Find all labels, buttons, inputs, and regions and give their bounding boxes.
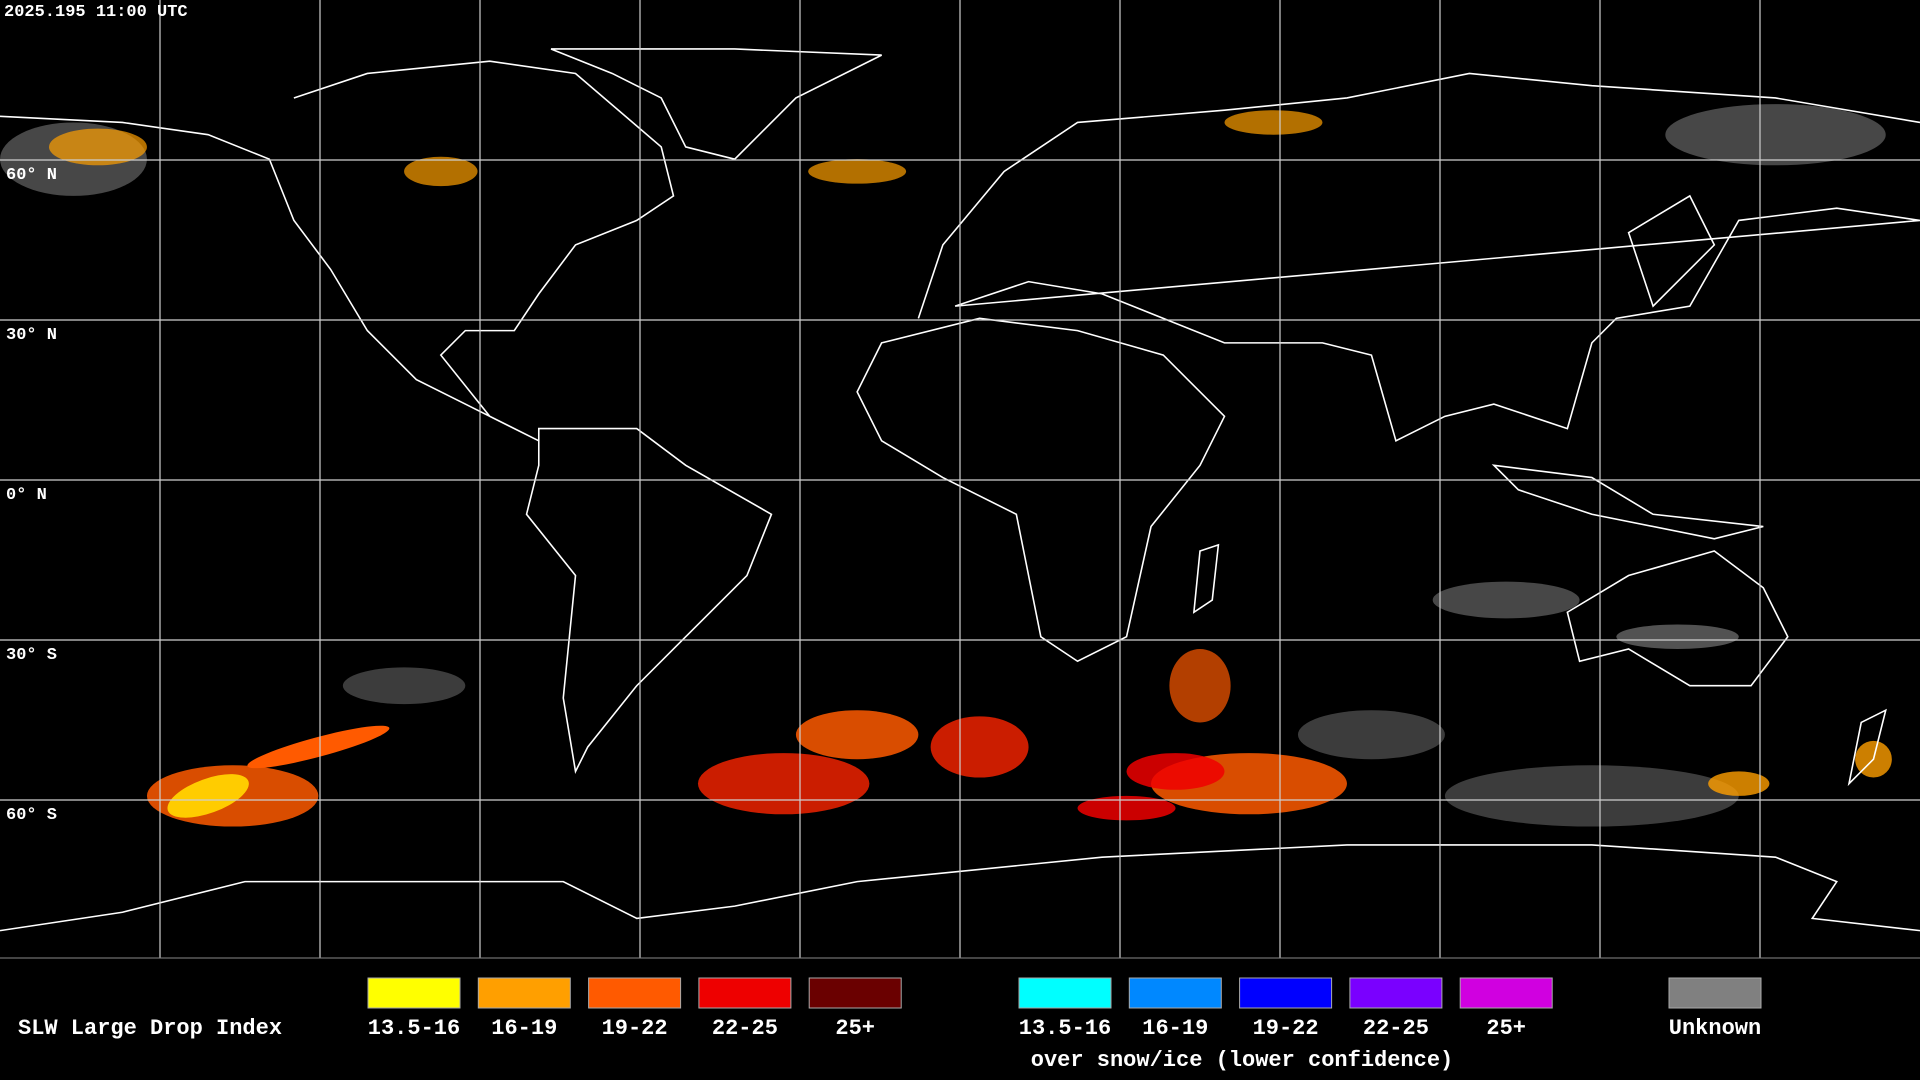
weather-clouds: [0, 104, 1892, 827]
legend-swatch: [1349, 977, 1443, 1009]
legend-swatch: [1668, 977, 1762, 1009]
legend-label: 13.5-16: [368, 1016, 460, 1041]
legend-label: 16-19: [1142, 1016, 1208, 1041]
legend-caption: over snow/ice (lower confidence): [1031, 1048, 1453, 1073]
legend-label: 22-25: [712, 1016, 778, 1041]
legend-title: SLW Large Drop Index: [18, 1016, 282, 1041]
legend-swatch: [477, 977, 571, 1009]
legend-swatch: [808, 977, 902, 1009]
legend-label: 22-25: [1363, 1016, 1429, 1041]
lat-label: 30° S: [6, 646, 57, 665]
lat-label: 60° N: [6, 166, 57, 185]
lat-label: 60° S: [6, 806, 57, 825]
legend-swatch: [1018, 977, 1112, 1009]
legend-swatch: [1239, 977, 1333, 1009]
legend-swatch: [698, 977, 792, 1009]
legend: SLW Large Drop Index over snow/ice (lowe…: [18, 977, 1762, 1073]
lat-label: 0° N: [6, 486, 47, 505]
map-layer: [0, 48, 1920, 932]
legend-swatch: [1128, 977, 1222, 1009]
legend-label: Unknown: [1669, 1016, 1761, 1041]
legend-label: 25+: [1486, 1016, 1526, 1041]
timestamp: 2025.195 11:00 UTC: [4, 3, 188, 22]
legend-label: 16-19: [491, 1016, 557, 1041]
legend-label: 19-22: [1253, 1016, 1319, 1041]
legend-swatch: [367, 977, 461, 1009]
graticule: 60° N 30° N 0° N 30° S 60° S: [0, 0, 1920, 959]
legend-label: 19-22: [602, 1016, 668, 1041]
lat-label: 30° N: [6, 326, 57, 345]
coastlines: [0, 48, 1920, 932]
legend-swatch: [1459, 977, 1553, 1009]
legend-swatch: [588, 977, 682, 1009]
legend-label: 25+: [835, 1016, 875, 1041]
legend-label: 13.5-16: [1019, 1016, 1111, 1041]
